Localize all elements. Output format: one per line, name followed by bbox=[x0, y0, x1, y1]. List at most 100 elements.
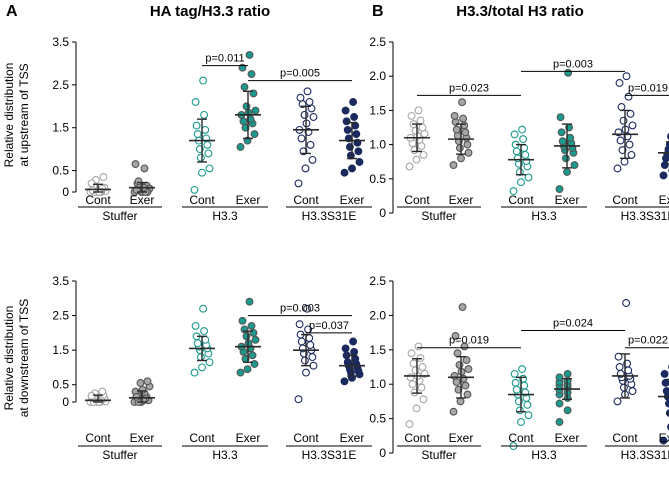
data-point bbox=[555, 373, 564, 382]
data-point bbox=[350, 113, 359, 121]
panel-label-left: A bbox=[6, 3, 18, 20]
data-point bbox=[619, 116, 628, 125]
series-stuffer-exer bbox=[448, 303, 474, 416]
data-point bbox=[627, 150, 636, 159]
data-point bbox=[510, 369, 519, 378]
condition-label: Exer bbox=[236, 193, 261, 207]
data-point bbox=[625, 140, 634, 149]
data-point bbox=[418, 123, 427, 132]
data-point bbox=[300, 356, 309, 365]
group-label: Stuffer bbox=[102, 209, 137, 223]
condition-label: Exer bbox=[449, 431, 474, 445]
data-point bbox=[199, 76, 208, 85]
data-point bbox=[349, 337, 358, 346]
title-left: HA tag/H3.3 ratio bbox=[150, 3, 270, 20]
data-point bbox=[242, 332, 251, 341]
panel-label-right: B bbox=[372, 3, 384, 20]
group-label: H3.3 bbox=[531, 448, 557, 462]
data-point bbox=[620, 157, 629, 166]
data-point bbox=[340, 377, 349, 386]
data-point bbox=[238, 316, 247, 325]
data-point bbox=[459, 114, 468, 123]
condition-label: Cont bbox=[293, 431, 319, 445]
data-point bbox=[665, 140, 669, 149]
data-point bbox=[563, 406, 572, 415]
p-value-label: p=0.037 bbox=[309, 320, 349, 332]
data-point bbox=[297, 134, 306, 143]
data-point bbox=[303, 87, 312, 96]
data-point bbox=[512, 385, 521, 394]
data-point bbox=[409, 359, 418, 368]
data-point bbox=[204, 149, 213, 158]
y-tick-label: 2.5 bbox=[52, 309, 69, 323]
series-h3-3s31e-exer bbox=[658, 132, 669, 180]
data-point bbox=[193, 339, 202, 348]
data-point bbox=[408, 380, 417, 389]
data-point bbox=[251, 335, 260, 344]
data-point bbox=[305, 98, 314, 106]
data-point bbox=[143, 377, 152, 386]
data-point bbox=[294, 395, 303, 404]
series-h3-3s31e-exer bbox=[339, 98, 365, 177]
series-h3-3-cont bbox=[189, 76, 215, 194]
data-point bbox=[247, 321, 256, 330]
y-tick-label: 1.0 bbox=[369, 377, 386, 391]
data-point bbox=[351, 354, 360, 363]
data-point bbox=[412, 155, 421, 164]
series-h3-3s31e-cont bbox=[612, 72, 638, 173]
y-tick-label: 1.5 bbox=[52, 343, 69, 357]
data-point bbox=[451, 332, 460, 340]
data-point bbox=[664, 399, 669, 408]
data-point bbox=[613, 397, 622, 406]
data-point bbox=[660, 369, 669, 378]
data-point bbox=[406, 373, 415, 382]
group-label: H3.3S31E bbox=[302, 209, 357, 223]
data-point bbox=[513, 154, 522, 163]
group-label: Stuffer bbox=[102, 448, 137, 462]
data-point bbox=[457, 154, 465, 163]
data-point bbox=[411, 126, 420, 135]
data-point bbox=[305, 334, 314, 342]
series-h3-3-exer bbox=[235, 297, 261, 377]
y-tick-label: 0 bbox=[62, 395, 69, 409]
data-point bbox=[87, 391, 96, 400]
series-h3-3-cont bbox=[508, 365, 534, 451]
condition-label: Exer bbox=[449, 193, 474, 207]
data-point bbox=[520, 144, 529, 152]
data-point bbox=[626, 109, 635, 118]
data-point bbox=[236, 368, 245, 377]
data-point bbox=[350, 347, 359, 356]
data-point bbox=[405, 162, 414, 171]
y-tick-label: 0 bbox=[62, 185, 69, 199]
data-point bbox=[557, 128, 566, 137]
group-label: H3.3S31E bbox=[621, 448, 669, 462]
y-tick-label: 2.5 bbox=[52, 78, 69, 92]
data-point bbox=[570, 161, 579, 170]
y-tick-label: 2.0 bbox=[369, 308, 386, 322]
data-point bbox=[297, 337, 306, 346]
data-point bbox=[251, 106, 260, 115]
condition-label: Exer bbox=[130, 193, 155, 207]
series-h3-3s31e-cont bbox=[293, 304, 319, 404]
data-point bbox=[662, 387, 669, 396]
data-point bbox=[418, 363, 427, 371]
data-point bbox=[461, 128, 470, 137]
data-point bbox=[302, 368, 310, 377]
group-label: Stuffer bbox=[421, 448, 456, 462]
condition-label: Exer bbox=[340, 431, 365, 445]
data-point bbox=[563, 369, 572, 378]
data-point bbox=[463, 140, 472, 149]
data-point bbox=[192, 121, 201, 130]
chart-a-bottom: 0 0.5 1.5 2.5 3.5 p=0.003 p=0.037 Cont Exer Cont E… bbox=[52, 274, 372, 462]
series-h3-3s31e-cont bbox=[293, 87, 319, 188]
data-point bbox=[412, 404, 421, 413]
data-point bbox=[205, 164, 214, 173]
data-point bbox=[236, 143, 245, 151]
data-point bbox=[511, 378, 520, 387]
data-point bbox=[449, 161, 458, 170]
data-point bbox=[617, 103, 626, 111]
data-point bbox=[515, 406, 524, 415]
p-value-label: p=0.003 bbox=[280, 303, 320, 315]
data-point bbox=[198, 363, 206, 372]
